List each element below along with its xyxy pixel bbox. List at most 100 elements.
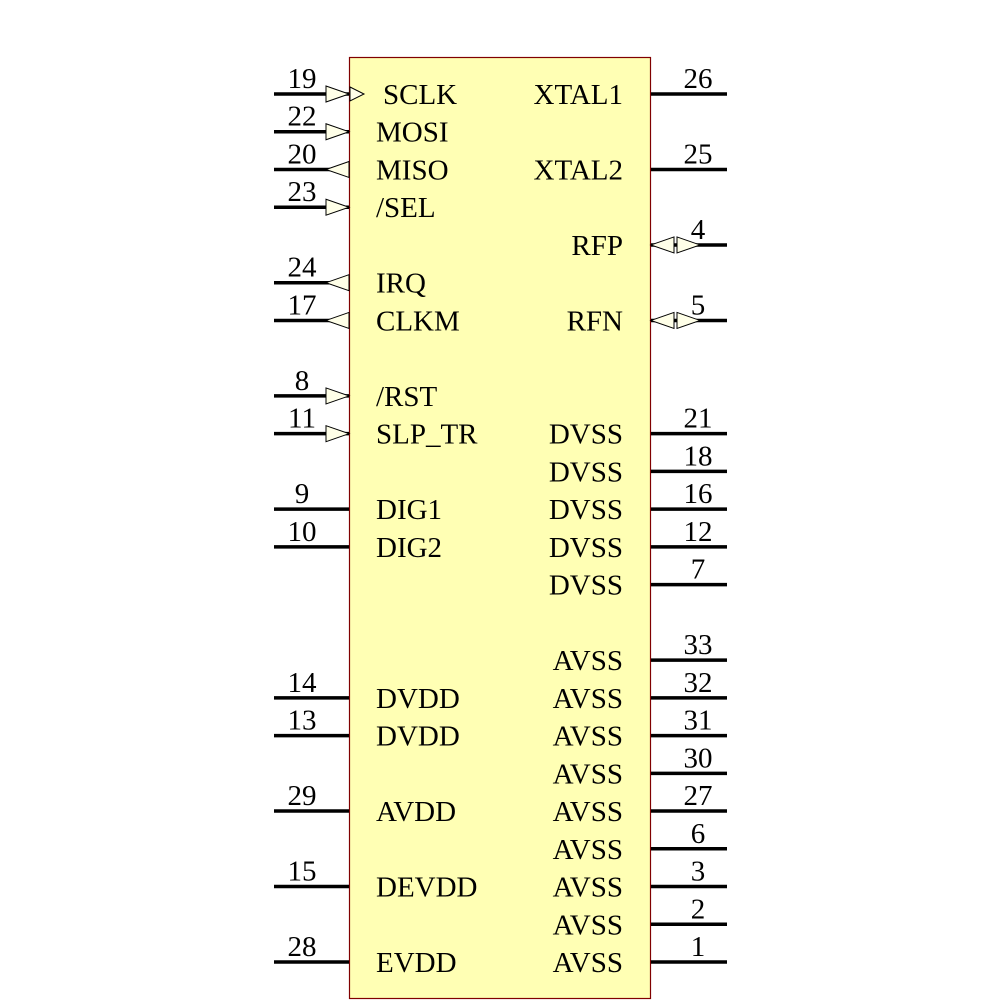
input-arrow-icon: [325, 387, 351, 405]
pin-label: DVDD: [376, 721, 460, 753]
pin-label: MOSI: [376, 117, 449, 149]
pin-31[interactable]: 31 AVSS: [553, 705, 727, 753]
pin-28[interactable]: 28 EVDD: [274, 931, 457, 979]
pin-number: 27: [684, 780, 713, 812]
pin-label: CLKM: [376, 305, 460, 337]
pin-label: SLP_TR: [376, 419, 478, 451]
pin-17[interactable]: 17 CLKM: [274, 289, 460, 337]
pin-label: RFP: [571, 230, 623, 262]
pin-label: AVDD: [376, 796, 456, 828]
pin-4[interactable]: 4 RFP: [571, 214, 727, 262]
pin-21[interactable]: 21 DVSS: [549, 403, 727, 451]
input-arrow-icon: [325, 123, 351, 141]
bidirectional-arrow-icon: [676, 311, 702, 330]
pin-number: 10: [288, 516, 317, 548]
pin-number: 1: [691, 931, 706, 963]
pin-33[interactable]: 33 AVSS: [553, 629, 727, 677]
pin-15[interactable]: 15 DEVDD: [274, 856, 478, 904]
pin-7[interactable]: 7 DVSS: [549, 554, 727, 602]
pin-22[interactable]: 22 MOSI: [274, 101, 449, 149]
bidirectional-arrow-icon: [649, 311, 675, 330]
pin-16[interactable]: 16 DVSS: [549, 478, 727, 526]
pin-20[interactable]: 20 MISO: [274, 138, 449, 186]
pin-label: AVSS: [553, 947, 623, 979]
pin-label: AVSS: [553, 796, 623, 828]
pin-number: 4: [691, 214, 706, 246]
pin-number: 28: [288, 931, 317, 963]
pin-number: 18: [684, 440, 713, 472]
pin-9[interactable]: 9 DIG1: [274, 478, 442, 526]
pin-number: 23: [288, 176, 317, 208]
pin-label: MISO: [376, 154, 449, 186]
pin-label: /SEL: [376, 192, 436, 224]
pin-number: 6: [691, 818, 706, 850]
pin-label: DIG2: [376, 532, 442, 564]
pin-label: EVDD: [376, 947, 457, 979]
pin-number: 8: [295, 365, 310, 397]
pin-number: 20: [288, 138, 317, 170]
pin-number: 22: [288, 101, 317, 133]
pin-label: AVSS: [553, 834, 623, 866]
pin-number: 25: [684, 138, 713, 170]
pin-label: DEVDD: [376, 872, 478, 904]
pin-8[interactable]: 8/RST: [274, 365, 438, 413]
pin-number: 16: [684, 478, 713, 510]
pin-label: AVSS: [553, 872, 623, 904]
pin-12[interactable]: 12 DVSS: [549, 516, 727, 564]
pin-label: XTAL1: [534, 79, 624, 111]
pin-label: SCLK: [383, 79, 457, 111]
clock-marker-icon: [349, 86, 366, 102]
pin-26[interactable]: 26 XTAL1: [534, 63, 728, 111]
output-arrow-icon: [324, 160, 350, 179]
pin-number: 14: [288, 667, 318, 699]
pin-6[interactable]: 6 AVSS: [553, 818, 727, 866]
pin-number: 2: [691, 893, 706, 925]
pin-label: XTAL2: [534, 154, 624, 186]
pin-2[interactable]: 2 AVSS: [553, 893, 727, 941]
pin-label: DVSS: [549, 419, 623, 451]
pin-number: 3: [691, 856, 706, 888]
pin-number: 21: [684, 403, 713, 435]
pin-number: 11: [288, 403, 316, 435]
input-arrow-icon: [325, 424, 351, 443]
pin-label: /RST: [376, 381, 438, 413]
input-arrow-icon: [325, 198, 351, 216]
component-body: [348, 56, 652, 1000]
pin-number: 32: [684, 667, 713, 699]
pin-label: IRQ: [376, 268, 426, 300]
pin-10[interactable]: 10 DIG2: [274, 516, 442, 564]
pin-23[interactable]: 23/SEL: [274, 176, 436, 224]
pin-label: DVSS: [549, 570, 623, 602]
pin-27[interactable]: 27 AVSS: [553, 780, 727, 828]
pin-1[interactable]: 1 AVSS: [553, 931, 727, 979]
pin-5[interactable]: 5 RFN: [567, 289, 727, 337]
input-arrow-icon: [325, 85, 351, 103]
pin-32[interactable]: 32 AVSS: [553, 667, 727, 715]
pin-label: AVSS: [553, 645, 623, 677]
pin-25[interactable]: 25 XTAL2: [534, 138, 728, 186]
pin-13[interactable]: 13 DVDD: [274, 705, 460, 753]
pin-number: 5: [691, 289, 706, 321]
pin-label: RFN: [567, 305, 623, 337]
pin-24[interactable]: 24 IRQ: [274, 252, 426, 300]
pin-label: DIG1: [376, 494, 442, 526]
pin-number: 7: [691, 554, 706, 586]
pin-number: 15: [288, 856, 317, 888]
output-arrow-icon: [324, 311, 350, 330]
pin-19[interactable]: 19 SCLK: [274, 63, 457, 111]
pin-label: DVSS: [549, 494, 623, 526]
pin-number: 12: [684, 516, 713, 548]
pin-14[interactable]: 14 DVDD: [274, 667, 460, 715]
pin-18[interactable]: 18 DVSS: [549, 440, 727, 488]
pin-3[interactable]: 3 AVSS: [553, 856, 727, 904]
pin-number: 24: [288, 252, 318, 284]
pin-30[interactable]: 30 AVSS: [553, 742, 727, 790]
pin-29[interactable]: 29 AVDD: [274, 780, 456, 828]
pin-11[interactable]: 11 SLP_TR: [274, 403, 478, 451]
pin-label: DVDD: [376, 683, 460, 715]
pin-label: AVSS: [553, 683, 623, 715]
pin-label: AVSS: [553, 909, 623, 941]
pin-number: 26: [684, 63, 713, 95]
pin-number: 31: [684, 705, 713, 737]
